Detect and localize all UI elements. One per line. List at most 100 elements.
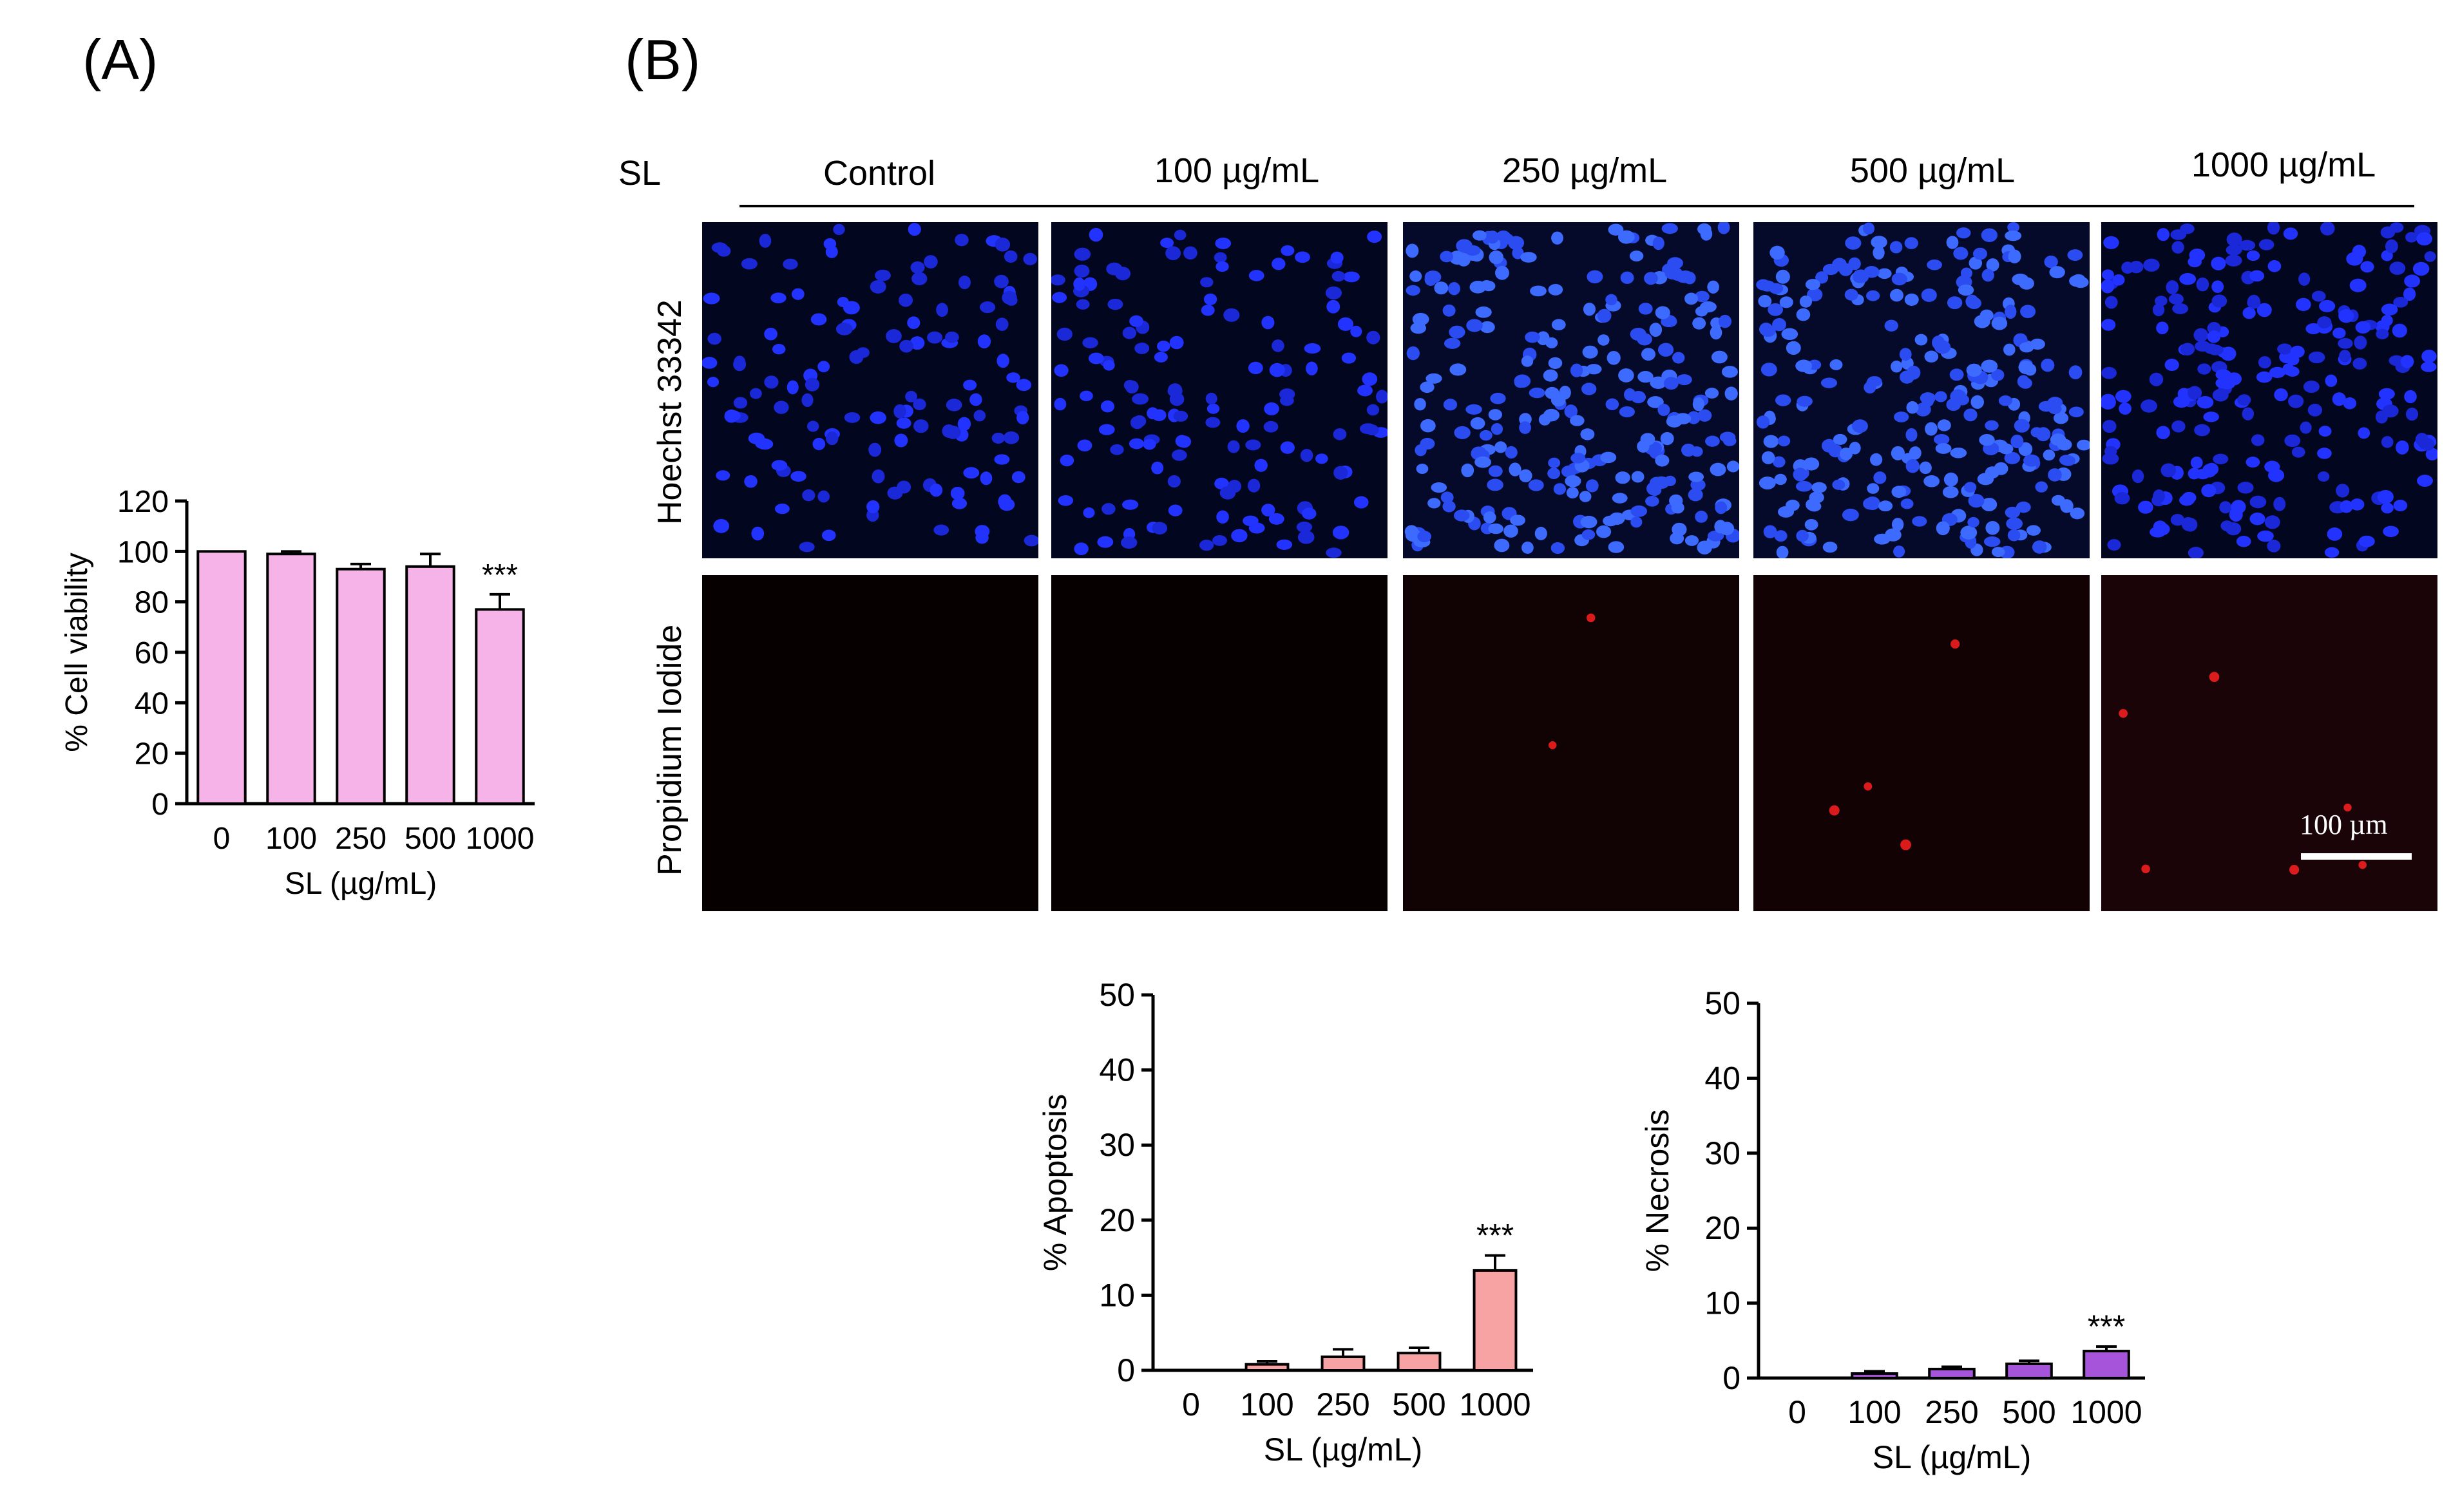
nucleus — [1914, 334, 1928, 346]
nucleus — [2358, 535, 2375, 547]
nucleus — [790, 471, 806, 482]
nucleus — [2004, 451, 2021, 464]
nucleus — [2404, 274, 2421, 288]
nucleus — [1570, 363, 1583, 377]
nucleus — [1684, 535, 1699, 546]
nucleus — [2068, 365, 2083, 380]
nucleus — [1052, 292, 1067, 303]
nucleus — [716, 470, 730, 481]
nucleus — [1612, 493, 1628, 504]
nucleus — [1629, 250, 1644, 261]
scale-bar-label: 100 µm — [2300, 809, 2388, 840]
nucleus — [1443, 399, 1458, 411]
nucleus — [2393, 296, 2408, 308]
nucleus — [995, 317, 1009, 331]
nucleus — [1605, 398, 1619, 411]
nucleus — [1581, 383, 1597, 395]
nucleus — [1302, 507, 1317, 520]
nucleus — [2376, 328, 2389, 339]
nucleus — [741, 258, 758, 270]
nucleus — [1889, 288, 1904, 302]
nucleus — [1608, 223, 1624, 236]
nucleus — [1681, 443, 1696, 457]
nucleus — [806, 421, 819, 432]
nucleus — [1695, 511, 1708, 523]
nucleus — [2417, 475, 2433, 487]
y-tick-label: 30 — [1099, 1127, 1135, 1163]
nucleus — [1977, 473, 1994, 486]
significance-label: *** — [1476, 1218, 1514, 1254]
y-tick-label: 40 — [1099, 1052, 1135, 1088]
nucleus — [991, 432, 1005, 444]
nucleus — [1796, 529, 1809, 542]
nucleus — [1672, 522, 1687, 536]
nucleus — [1110, 444, 1124, 455]
nucleus — [2284, 434, 2301, 448]
nucleus — [1596, 525, 1612, 538]
nucleus — [1011, 471, 1025, 484]
nucleus — [2340, 500, 2353, 513]
nucleus — [2412, 261, 2430, 276]
nucleus — [1125, 380, 1139, 394]
nucleus — [1832, 479, 1845, 490]
nucleus — [2378, 388, 2395, 400]
nucleus — [1243, 515, 1259, 527]
nucleus — [2405, 232, 2418, 243]
nucleus — [1489, 250, 1503, 265]
nucleus — [2102, 452, 2119, 465]
nucleus — [2383, 525, 2399, 537]
x-tick-label: 500 — [405, 822, 456, 856]
nucleus — [1480, 321, 1495, 334]
nucleus — [1366, 330, 1380, 345]
nucleus — [1494, 441, 1507, 453]
nucleus — [2068, 406, 2084, 417]
nucleus — [1454, 426, 1471, 439]
nucleus — [1548, 283, 1563, 296]
nucleus — [2424, 251, 2436, 262]
nucleus — [1495, 265, 1509, 280]
nucleus — [1447, 282, 1460, 296]
nucleus — [1960, 525, 1978, 540]
nucleus — [1967, 297, 1981, 310]
nucleus — [791, 288, 805, 300]
nucleus — [2350, 498, 2365, 511]
row-label-hoechst: Hoechst 33342 — [651, 299, 689, 525]
nucleus — [893, 404, 906, 419]
nucleus — [1268, 513, 1284, 525]
nucleus — [1932, 335, 1945, 350]
nucleus — [810, 313, 827, 326]
nucleus — [817, 490, 830, 503]
nucleus — [703, 292, 720, 305]
nucleus — [1947, 296, 1963, 310]
nucleus — [2400, 355, 2414, 368]
nucleus — [2346, 252, 2363, 266]
nucleus — [1132, 415, 1147, 428]
nucleus — [2057, 439, 2072, 451]
nucleus — [1699, 301, 1717, 313]
pi-image-250 — [1403, 575, 1739, 911]
nucleus — [1600, 451, 1617, 464]
nucleus — [2007, 529, 2021, 542]
y-tick-label: 40 — [135, 686, 169, 721]
nucleus — [2188, 256, 2202, 268]
nucleus — [1264, 402, 1279, 415]
nucleus — [894, 433, 908, 448]
nucleus — [817, 361, 830, 373]
nucleus — [1690, 478, 1706, 491]
x-tick-label: 0 — [1788, 1394, 1806, 1430]
nucleus — [1406, 243, 1419, 258]
nucleus — [979, 301, 996, 314]
nucleus — [1129, 315, 1143, 327]
nucleus — [2197, 396, 2214, 409]
pi-stained-cell — [1900, 839, 1911, 851]
nucleus — [1583, 303, 1596, 316]
hoechst-image-control — [702, 222, 1038, 558]
nucleus — [1100, 400, 1114, 413]
nucleus — [2219, 501, 2232, 514]
nucleus — [1873, 471, 1887, 484]
nucleus — [1756, 415, 1769, 429]
nucleus — [2256, 303, 2272, 317]
nucleus — [1160, 238, 1174, 249]
nucleus — [2317, 448, 2332, 459]
nucleus — [1465, 404, 1482, 415]
